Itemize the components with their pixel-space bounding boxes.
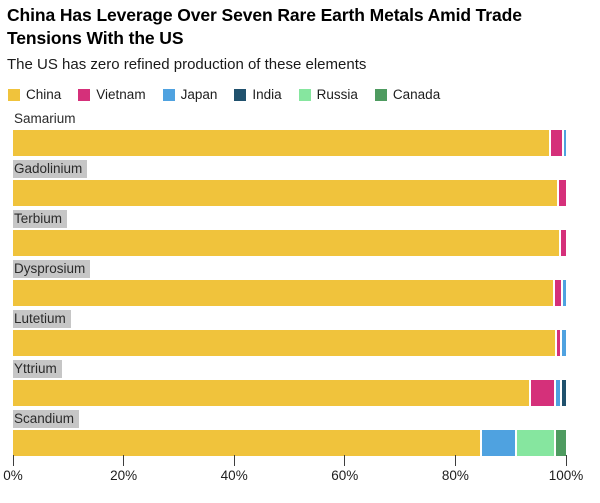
bar-segment-china xyxy=(13,280,554,306)
bar-segment-china xyxy=(13,380,529,406)
legend-swatch-canada xyxy=(374,88,387,101)
axis-tick-label: 0% xyxy=(3,468,23,483)
axis-tick-label: 100% xyxy=(548,468,584,483)
chart-legend: China Vietnam Japan India Russia Canada xyxy=(8,87,440,102)
bar-row-terbium: Terbium xyxy=(0,210,600,256)
stacked-bar xyxy=(13,180,566,206)
bar-segment-china xyxy=(13,330,556,356)
stacked-bar xyxy=(13,230,566,256)
bar-segment-russia xyxy=(515,430,555,456)
bar-segment-india xyxy=(560,380,566,406)
category-label: Scandium xyxy=(13,410,80,428)
axis-tick-label: 40% xyxy=(220,468,248,483)
legend-label: Japan xyxy=(180,87,218,102)
bar-row-gadolinium: Gadolinium xyxy=(0,160,600,206)
axis-tick-label: 20% xyxy=(110,468,138,483)
stacked-bar-chart: Samarium Gadolinium Terbium Dysprosium Lutet… xyxy=(0,110,600,460)
stacked-bar xyxy=(13,330,566,356)
bar-segment-china xyxy=(13,230,559,256)
axis-tick-mark xyxy=(565,455,567,466)
legend-swatch-india xyxy=(234,88,247,101)
bar-segment-vietnam xyxy=(553,280,561,306)
bar-row-dysprosium: Dysprosium xyxy=(0,260,600,306)
category-label: Terbium xyxy=(13,210,68,228)
stacked-bar xyxy=(13,280,566,306)
legend-item-india: India xyxy=(234,87,282,102)
legend-item-canada: Canada xyxy=(374,87,441,102)
category-label: Yttrium xyxy=(13,360,62,378)
stacked-bar xyxy=(13,380,566,406)
bar-row-lutetium: Lutetium xyxy=(0,310,600,356)
legend-swatch-russia xyxy=(298,88,311,101)
legend-swatch-china xyxy=(8,88,20,101)
bar-row-scandium: Scandium xyxy=(0,410,600,456)
category-label: Lutetium xyxy=(13,310,71,328)
axis-tick-mark xyxy=(454,455,456,466)
bar-segment-vietnam xyxy=(549,130,562,156)
category-label: Gadolinium xyxy=(13,160,88,178)
bar-segment-canada xyxy=(554,430,566,456)
legend-swatch-japan xyxy=(162,88,175,101)
legend-label: China xyxy=(26,87,62,102)
legend-label: Canada xyxy=(392,87,441,102)
legend-label: India xyxy=(252,87,282,102)
category-label: Samarium xyxy=(14,111,76,126)
bar-segment-china xyxy=(13,180,557,206)
legend-label: Vietnam xyxy=(96,87,146,102)
axis-tick-mark xyxy=(233,455,235,466)
bar-segment-vietnam xyxy=(556,180,566,206)
legend-item-russia: Russia xyxy=(298,87,358,102)
bar-segment-japan xyxy=(561,280,566,306)
axis-tick-label: 80% xyxy=(441,468,469,483)
bar-segment-vietnam xyxy=(555,330,560,356)
chart-subtitle: The US has zero refined production of th… xyxy=(7,56,367,73)
legend-item-japan: Japan xyxy=(162,87,218,102)
stacked-bar xyxy=(13,430,566,456)
bar-row-yttrium: Yttrium xyxy=(0,360,600,406)
category-label: Dysprosium xyxy=(13,260,91,278)
bar-segment-japan xyxy=(480,430,516,456)
axis-tick-label: 60% xyxy=(331,468,359,483)
bar-segment-japan xyxy=(561,130,566,156)
bar-segment-china xyxy=(13,130,550,156)
bar-segment-japan xyxy=(553,380,561,406)
bar-segment-vietnam xyxy=(528,380,554,406)
legend-item-china: China xyxy=(8,87,61,102)
axis-tick-mark xyxy=(12,455,14,466)
legend-swatch-vietnam xyxy=(78,88,91,101)
chart-title: China Has Leverage Over Seven Rare Earth… xyxy=(7,5,522,48)
axis-tick-mark xyxy=(123,455,125,466)
bar-segment-china xyxy=(13,430,481,456)
bar-segment-vietnam xyxy=(558,230,566,256)
bar-row-samarium: Samarium xyxy=(0,110,600,156)
bar-segment-japan xyxy=(559,330,566,356)
x-axis: 0% 20% 40% 60% 80% 100% xyxy=(3,449,583,493)
legend-label: Russia xyxy=(316,87,358,102)
stacked-bar xyxy=(13,130,566,156)
axis-tick-mark xyxy=(344,455,346,466)
legend-item-vietnam: Vietnam xyxy=(78,87,146,102)
